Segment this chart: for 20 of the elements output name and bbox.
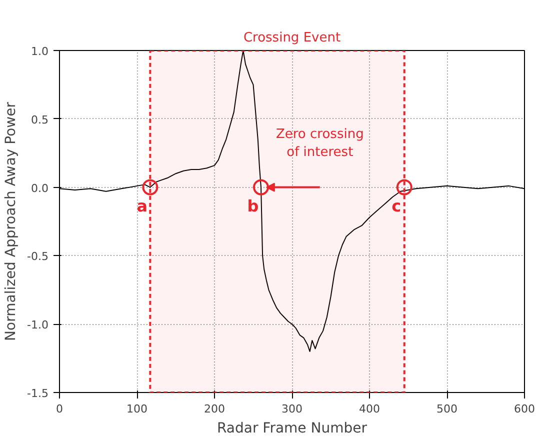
annotation: Zero crossing of interest bbox=[276, 126, 364, 160]
y-tick-label: -0.5 bbox=[27, 250, 49, 264]
annotation: a bbox=[136, 196, 148, 216]
x-tick-label: 400 bbox=[359, 402, 380, 416]
x-tick-label: 200 bbox=[204, 402, 225, 416]
annotation: c bbox=[392, 196, 402, 216]
band-label: Crossing Event bbox=[243, 30, 341, 46]
x-tick-label: 0 bbox=[56, 402, 63, 416]
y-tick-label: 0.5 bbox=[31, 113, 49, 126]
x-tick-label: 600 bbox=[514, 402, 535, 416]
y-tick-label: -1.5 bbox=[27, 387, 49, 400]
x-axis-title: Radar Frame Number bbox=[217, 420, 368, 436]
y-tick-label: 1.0 bbox=[31, 45, 49, 58]
x-tick-label: 300 bbox=[282, 402, 302, 416]
y-tick-label: -1.0 bbox=[27, 318, 49, 332]
y-axis-title: Normalized Approach Away Power bbox=[3, 102, 20, 341]
y-tick-label: 0.0 bbox=[31, 182, 49, 195]
x-tick-label: 100 bbox=[126, 402, 148, 416]
x-tick-label: 500 bbox=[436, 402, 458, 416]
annotation: b bbox=[247, 196, 259, 216]
